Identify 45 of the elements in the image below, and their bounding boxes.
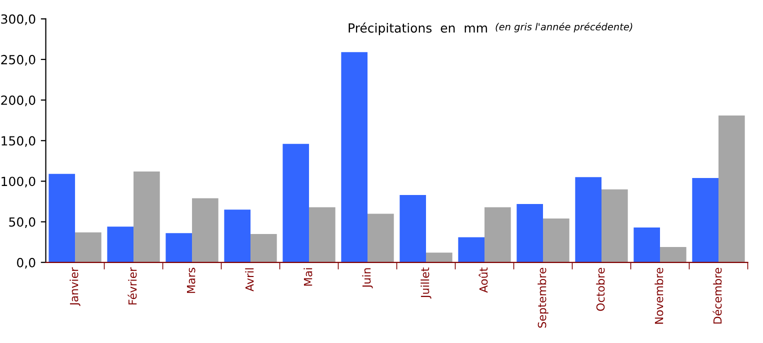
y-tick-label: 0,0 <box>17 258 36 269</box>
y-tick-label: 300,0 <box>1 14 36 26</box>
x-tick-label: Août <box>478 268 488 293</box>
bar <box>368 214 394 262</box>
bar <box>458 237 485 262</box>
x-tick-label: Décembre <box>712 268 722 324</box>
bar <box>484 207 511 262</box>
bar <box>309 207 336 262</box>
x-tick-label: Mars <box>186 268 196 293</box>
bar <box>75 232 102 262</box>
chart-title: Précipitations en mm <box>348 22 487 36</box>
bar <box>48 174 76 262</box>
bar <box>692 178 718 262</box>
x-tick-label: Juin <box>362 268 373 288</box>
y-tick-label: 150,0 <box>2 136 36 147</box>
bar <box>341 52 368 262</box>
x-tick-label: Février <box>128 267 137 304</box>
bar <box>400 195 426 262</box>
y-tick-label: 50,0 <box>9 217 36 228</box>
bar <box>543 218 570 262</box>
x-tick-label: Janvier <box>70 267 80 306</box>
bar <box>426 252 452 262</box>
chart-subtitle: (en gris l'année précédente) <box>496 22 632 32</box>
y-tick-label: 250,0 <box>1 54 36 66</box>
bar <box>224 210 251 262</box>
y-tick-label: 200,0 <box>1 96 36 106</box>
bar <box>192 198 218 262</box>
bar <box>516 204 543 262</box>
bar <box>718 115 745 262</box>
bar <box>250 234 277 262</box>
bar <box>634 227 660 262</box>
x-tick-label: Mai <box>304 268 312 286</box>
bar <box>575 177 602 262</box>
x-tick-label: Septembre <box>538 268 548 328</box>
bar <box>602 189 628 262</box>
x-tick-label: Juillet <box>420 268 432 299</box>
bar <box>166 233 192 262</box>
x-tick-label: Avril <box>245 268 254 292</box>
bar <box>660 246 686 262</box>
bar <box>107 226 134 262</box>
x-tick-label: Novembre <box>654 268 664 324</box>
x-tick-label: Octobre <box>596 268 605 311</box>
bar <box>282 144 310 262</box>
y-tick-label: 100,0 <box>2 176 36 188</box>
bar <box>134 171 160 262</box>
